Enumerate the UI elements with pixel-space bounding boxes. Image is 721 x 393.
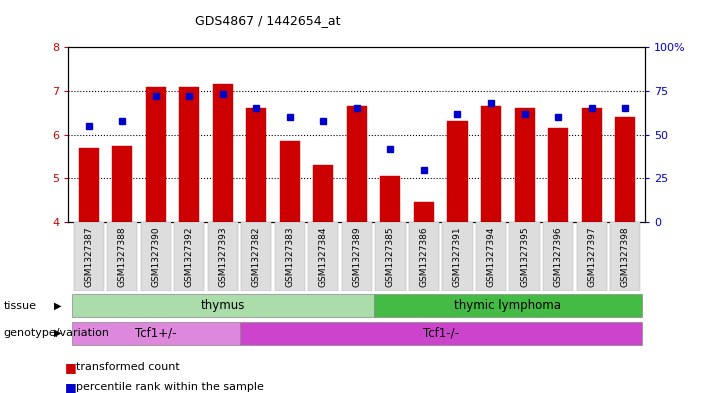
Bar	[146, 86, 166, 222]
Text: transformed count: transformed count	[76, 362, 180, 373]
Text: GSM1327386: GSM1327386	[420, 226, 428, 287]
Text: GSM1327398: GSM1327398	[621, 226, 629, 287]
Bar	[280, 141, 300, 222]
Text: GSM1327389: GSM1327389	[353, 226, 361, 287]
Bar	[414, 202, 434, 222]
Text: ▶: ▶	[54, 301, 61, 310]
FancyBboxPatch shape	[577, 222, 607, 291]
Text: GDS4867 / 1442654_at: GDS4867 / 1442654_at	[195, 14, 340, 27]
Text: GSM1327384: GSM1327384	[319, 226, 328, 286]
Text: GSM1327397: GSM1327397	[587, 226, 596, 287]
Bar	[548, 128, 568, 222]
FancyBboxPatch shape	[510, 222, 539, 291]
FancyBboxPatch shape	[373, 294, 642, 317]
Bar	[213, 84, 233, 222]
Text: GSM1327390: GSM1327390	[151, 226, 160, 287]
Bar	[515, 108, 535, 222]
Text: ■: ■	[65, 361, 76, 374]
FancyBboxPatch shape	[476, 222, 506, 291]
Text: GSM1327388: GSM1327388	[118, 226, 127, 287]
FancyBboxPatch shape	[376, 222, 405, 291]
FancyBboxPatch shape	[141, 222, 171, 291]
FancyBboxPatch shape	[610, 222, 640, 291]
Text: genotype/variation: genotype/variation	[4, 328, 110, 338]
Bar	[247, 108, 266, 222]
Text: Tcf1-/-: Tcf1-/-	[423, 327, 459, 340]
Text: ■: ■	[65, 380, 76, 393]
Bar	[112, 145, 132, 222]
Text: GSM1327391: GSM1327391	[453, 226, 462, 287]
Text: GSM1327393: GSM1327393	[218, 226, 227, 287]
Text: GSM1327382: GSM1327382	[252, 226, 261, 286]
Text: thymic lymphoma: thymic lymphoma	[454, 299, 562, 312]
Text: GSM1327395: GSM1327395	[520, 226, 529, 287]
FancyBboxPatch shape	[443, 222, 472, 291]
Text: percentile rank within the sample: percentile rank within the sample	[76, 382, 264, 392]
FancyBboxPatch shape	[275, 222, 305, 291]
FancyBboxPatch shape	[74, 222, 104, 291]
Text: GSM1327385: GSM1327385	[386, 226, 395, 287]
Text: GSM1327396: GSM1327396	[554, 226, 562, 287]
Text: thymus: thymus	[200, 299, 245, 312]
Text: GSM1327394: GSM1327394	[487, 226, 495, 286]
Text: ▶: ▶	[54, 328, 61, 338]
Bar	[179, 86, 199, 222]
FancyBboxPatch shape	[107, 222, 137, 291]
FancyBboxPatch shape	[208, 222, 238, 291]
FancyBboxPatch shape	[72, 294, 373, 317]
Bar	[347, 106, 367, 222]
Text: Tcf1+/-: Tcf1+/-	[135, 327, 177, 340]
Bar	[615, 117, 635, 222]
FancyBboxPatch shape	[174, 222, 204, 291]
FancyBboxPatch shape	[239, 321, 642, 345]
Bar	[481, 106, 501, 222]
Text: tissue: tissue	[4, 301, 37, 310]
Text: GSM1327383: GSM1327383	[286, 226, 294, 287]
Bar	[582, 108, 602, 222]
Bar	[448, 121, 467, 222]
FancyBboxPatch shape	[309, 222, 338, 291]
Bar	[79, 148, 99, 222]
Text: GSM1327387: GSM1327387	[84, 226, 93, 287]
FancyBboxPatch shape	[72, 321, 239, 345]
FancyBboxPatch shape	[409, 222, 439, 291]
FancyBboxPatch shape	[342, 222, 372, 291]
FancyBboxPatch shape	[543, 222, 573, 291]
FancyBboxPatch shape	[242, 222, 271, 291]
Bar	[381, 176, 400, 222]
Text: GSM1327392: GSM1327392	[185, 226, 194, 286]
Bar	[314, 165, 333, 222]
